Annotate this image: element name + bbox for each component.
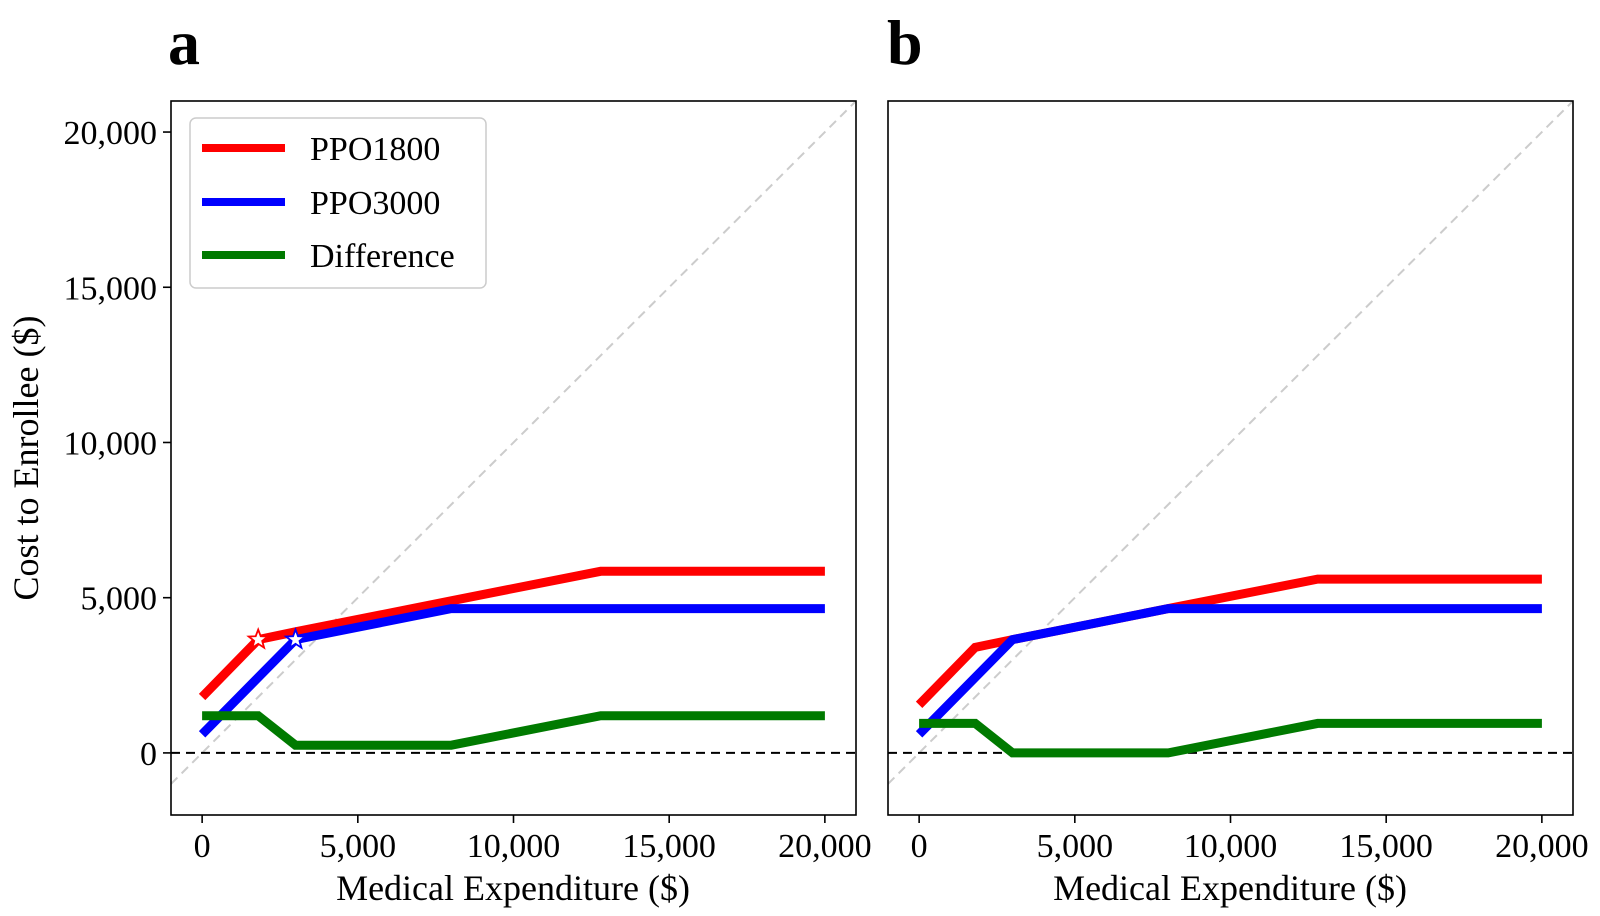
panel-a-y-axis-label: Cost to Enrollee ($) [6, 316, 46, 601]
legend-difference-label: Difference [310, 238, 455, 275]
panel-a-y-tick-label: 20,000 [64, 115, 158, 152]
panel-a-y-tick-label: 5,000 [81, 581, 158, 618]
panel-a-y-tick-label: 15,000 [64, 270, 158, 307]
panel-b-x-tick-label: 20,000 [1495, 828, 1589, 865]
panel-b-diagonal-reference [888, 101, 1573, 785]
panel-b-x-tick-label: 15,000 [1339, 828, 1433, 865]
panel-a-star-marker-ppo3000 [283, 627, 308, 650]
panel-a-y-tick-label: 0 [140, 736, 157, 773]
panel-a-x-tick-label: 10,000 [467, 828, 561, 865]
panel-a-x-tick-label: 20,000 [778, 828, 872, 865]
panel-a: a 0 5,000 10,000 15,000 20,000 0 5,000 10,000 1… [6, 7, 872, 908]
legend-box [189, 117, 487, 289]
panel-b-frame [887, 100, 1574, 816]
legend-ppo1800-label: PPO1800 [310, 131, 440, 168]
legend-ppo3000-label: PPO3000 [310, 185, 440, 222]
panel-a-clipped-lines [171, 101, 856, 785]
panel-a-x-tick-label: 0 [194, 828, 211, 865]
panel-a-plot-area [171, 101, 856, 785]
panel-a-diagonal-reference [171, 101, 856, 785]
panel-a-series-ppo1800 [198, 566, 825, 701]
panel-b-x-ticks: 0 5,000 10,000 15,000 20,000 [911, 815, 1589, 865]
panel-b-plot-area [888, 101, 1573, 785]
panel-a-y-tick-label: 10,000 [64, 425, 158, 462]
panel-a-x-axis-label: Medical Expenditure ($) [336, 868, 690, 908]
panel-a-series-difference [202, 711, 825, 750]
panel-a-star-marker-ppo1800 [246, 627, 271, 650]
panel-a-x-tick-label: 15,000 [622, 828, 716, 865]
panel-b-clipped-lines [888, 101, 1573, 785]
panel-a-label: a [168, 7, 200, 78]
panel-b-x-tick-label: 5,000 [1037, 828, 1114, 865]
panel-b-x-tick-label: 0 [911, 828, 928, 865]
panel-a-y-ticks: 0 5,000 10,000 15,000 20,000 [64, 115, 171, 773]
panel-b-series-difference [919, 718, 1542, 758]
legend: PPO1800 PPO3000 Difference [189, 117, 487, 289]
panel-b: b 0 5,000 10,000 15,000 20,000 Medical Expen… [887, 7, 1589, 908]
panel-a-series-ppo3000 [198, 604, 825, 738]
panel-b-x-axis-label: Medical Expenditure ($) [1053, 868, 1407, 908]
panel-b-series-ppo3000 [915, 604, 1542, 738]
panel-a-x-tick-label: 5,000 [320, 828, 397, 865]
panel-b-label: b [887, 7, 923, 78]
panel-b-x-tick-label: 10,000 [1184, 828, 1278, 865]
panel-a-x-ticks: 0 5,000 10,000 15,000 20,000 [194, 815, 872, 865]
